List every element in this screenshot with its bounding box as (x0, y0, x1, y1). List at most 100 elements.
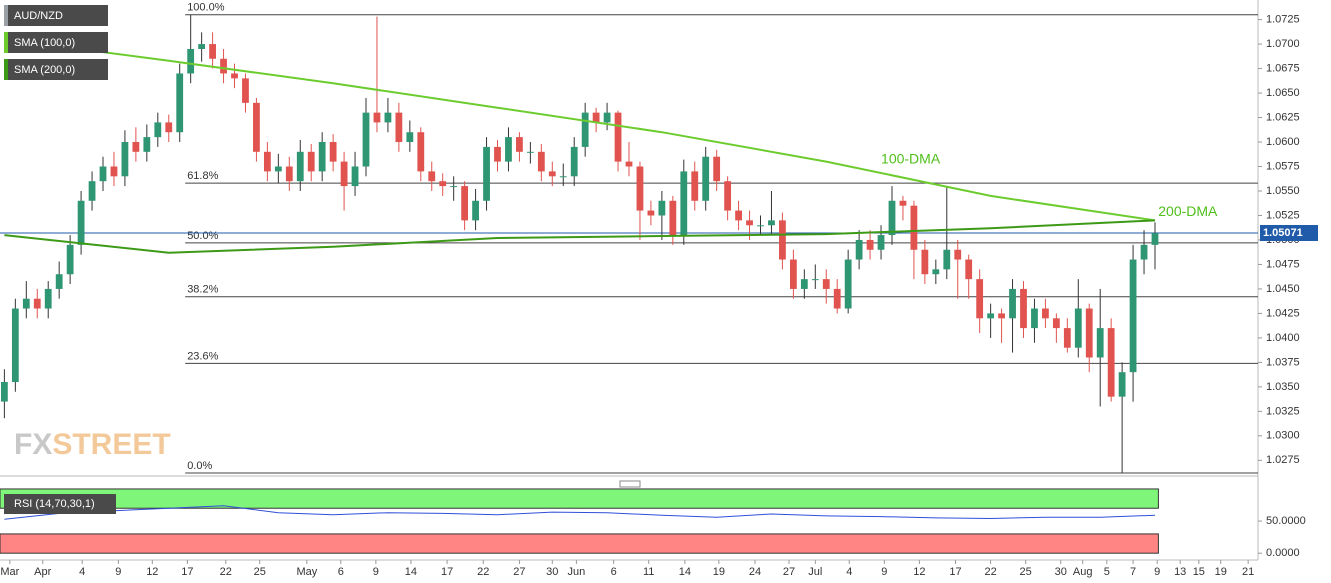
candle-body (373, 112, 381, 123)
candle-body (647, 210, 655, 216)
x-tick-label: 22 (984, 566, 996, 578)
candle-body (1052, 318, 1060, 329)
rsi-y-tick-label: 0.0000 (1266, 547, 1300, 559)
legend-swatch (4, 59, 8, 80)
annotation: 200-DMA (1158, 203, 1218, 219)
candle-body (954, 249, 962, 260)
candle-body (866, 239, 874, 250)
candle-body (625, 161, 633, 167)
candle-body (231, 73, 238, 79)
x-tick-label: 7 (1130, 566, 1136, 578)
candle-body (855, 239, 863, 260)
candle-body (526, 151, 534, 153)
x-tick-label: Jul (808, 566, 822, 578)
candle-body (822, 279, 830, 289)
candle-body (285, 166, 293, 182)
legend-swatch (4, 32, 8, 53)
x-tick-label: 19 (1215, 566, 1227, 578)
x-tick-label: 30 (546, 566, 558, 578)
candle-body (176, 73, 184, 133)
candle-body (592, 112, 600, 123)
y-tick-label: 1.0450 (1266, 283, 1300, 295)
candle-body (77, 200, 85, 245)
candle-body (384, 112, 392, 123)
legend-box[interactable] (4, 5, 108, 26)
y-tick-label: 1.0700 (1266, 38, 1300, 50)
candle-body (516, 137, 523, 152)
y-tick-label: 1.0575 (1266, 160, 1300, 172)
candle-body (187, 48, 195, 74)
watermark-fx: FX (14, 428, 52, 461)
candle-body (11, 308, 19, 382)
rsi-legend-box[interactable] (4, 494, 116, 514)
candle-body (483, 146, 490, 201)
legend-box[interactable] (4, 59, 108, 80)
x-tick-label: 22 (477, 566, 489, 578)
candle-body (724, 181, 732, 211)
candle-body (253, 102, 260, 152)
candle-body (165, 122, 173, 133)
x-tick-label: 6 (611, 566, 617, 578)
x-tick-label: 25 (254, 566, 266, 578)
x-tick-label: 27 (783, 566, 795, 578)
candle-body (209, 44, 216, 59)
fib-label: 61.8% (187, 170, 218, 182)
x-tick-label: 21 (1242, 566, 1254, 578)
x-tick-label: 14 (405, 566, 417, 578)
candle-body (1020, 288, 1027, 329)
candle-body (844, 259, 852, 309)
candle-body (263, 151, 271, 172)
rsi-legend-label: RSI (14,70,30,1) (14, 498, 95, 510)
y-tick-label: 1.0275 (1266, 454, 1300, 466)
candle-body (329, 142, 337, 162)
x-tick-label: 12 (913, 566, 925, 578)
candle-body (395, 112, 403, 143)
rsi-y-tick-label: 50.0000 (1266, 515, 1306, 527)
candle-body (143, 137, 151, 152)
annotation: 100-DMA (881, 150, 941, 166)
candle-body (1129, 259, 1137, 373)
candle-body (1118, 372, 1126, 397)
candle-body (1107, 328, 1115, 397)
rsi-line (4, 505, 1156, 520)
candle-body (965, 259, 973, 280)
x-tick-label: 17 (181, 566, 193, 578)
candle-body (417, 132, 425, 172)
y-tick-label: 1.0525 (1266, 209, 1300, 221)
x-tick-label: 12 (146, 566, 158, 578)
candle-body (274, 166, 282, 172)
x-tick-label: 4 (846, 566, 852, 578)
candle-body (472, 200, 479, 221)
candle-body (1063, 328, 1071, 348)
candle-body (307, 151, 315, 172)
candle-body (1151, 233, 1159, 245)
candle-body (1074, 308, 1082, 348)
candle-body (702, 156, 710, 201)
candle-body (581, 112, 589, 147)
candle-body (1140, 244, 1148, 260)
candle-body (680, 171, 688, 236)
x-tick-label: 24 (749, 566, 761, 578)
candle-body (44, 288, 52, 309)
x-tick-label: 9 (115, 566, 121, 578)
candle-body (121, 142, 129, 177)
fib-label: 23.6% (187, 350, 218, 362)
y-tick-label: 1.0550 (1266, 185, 1300, 197)
x-tick-label: 17 (441, 566, 453, 578)
candle-body (154, 122, 162, 138)
candle-body (198, 44, 206, 49)
candle-body (318, 142, 326, 172)
x-tick-label: 25 (1020, 566, 1032, 578)
candle-body (888, 200, 896, 236)
last-price-label: 1.05071 (1263, 227, 1303, 239)
x-tick-label: 9 (1154, 566, 1160, 578)
overbought-band (0, 488, 1159, 509)
pane-splitter[interactable] (619, 480, 641, 488)
x-tick-label: Apr (34, 566, 51, 578)
x-tick-label: 13 (1174, 566, 1186, 578)
y-tick-label: 1.0675 (1266, 62, 1300, 74)
legend-box[interactable] (4, 32, 108, 53)
y-tick-label: 1.0475 (1266, 258, 1300, 270)
x-tick-label: 15 (1193, 566, 1205, 578)
